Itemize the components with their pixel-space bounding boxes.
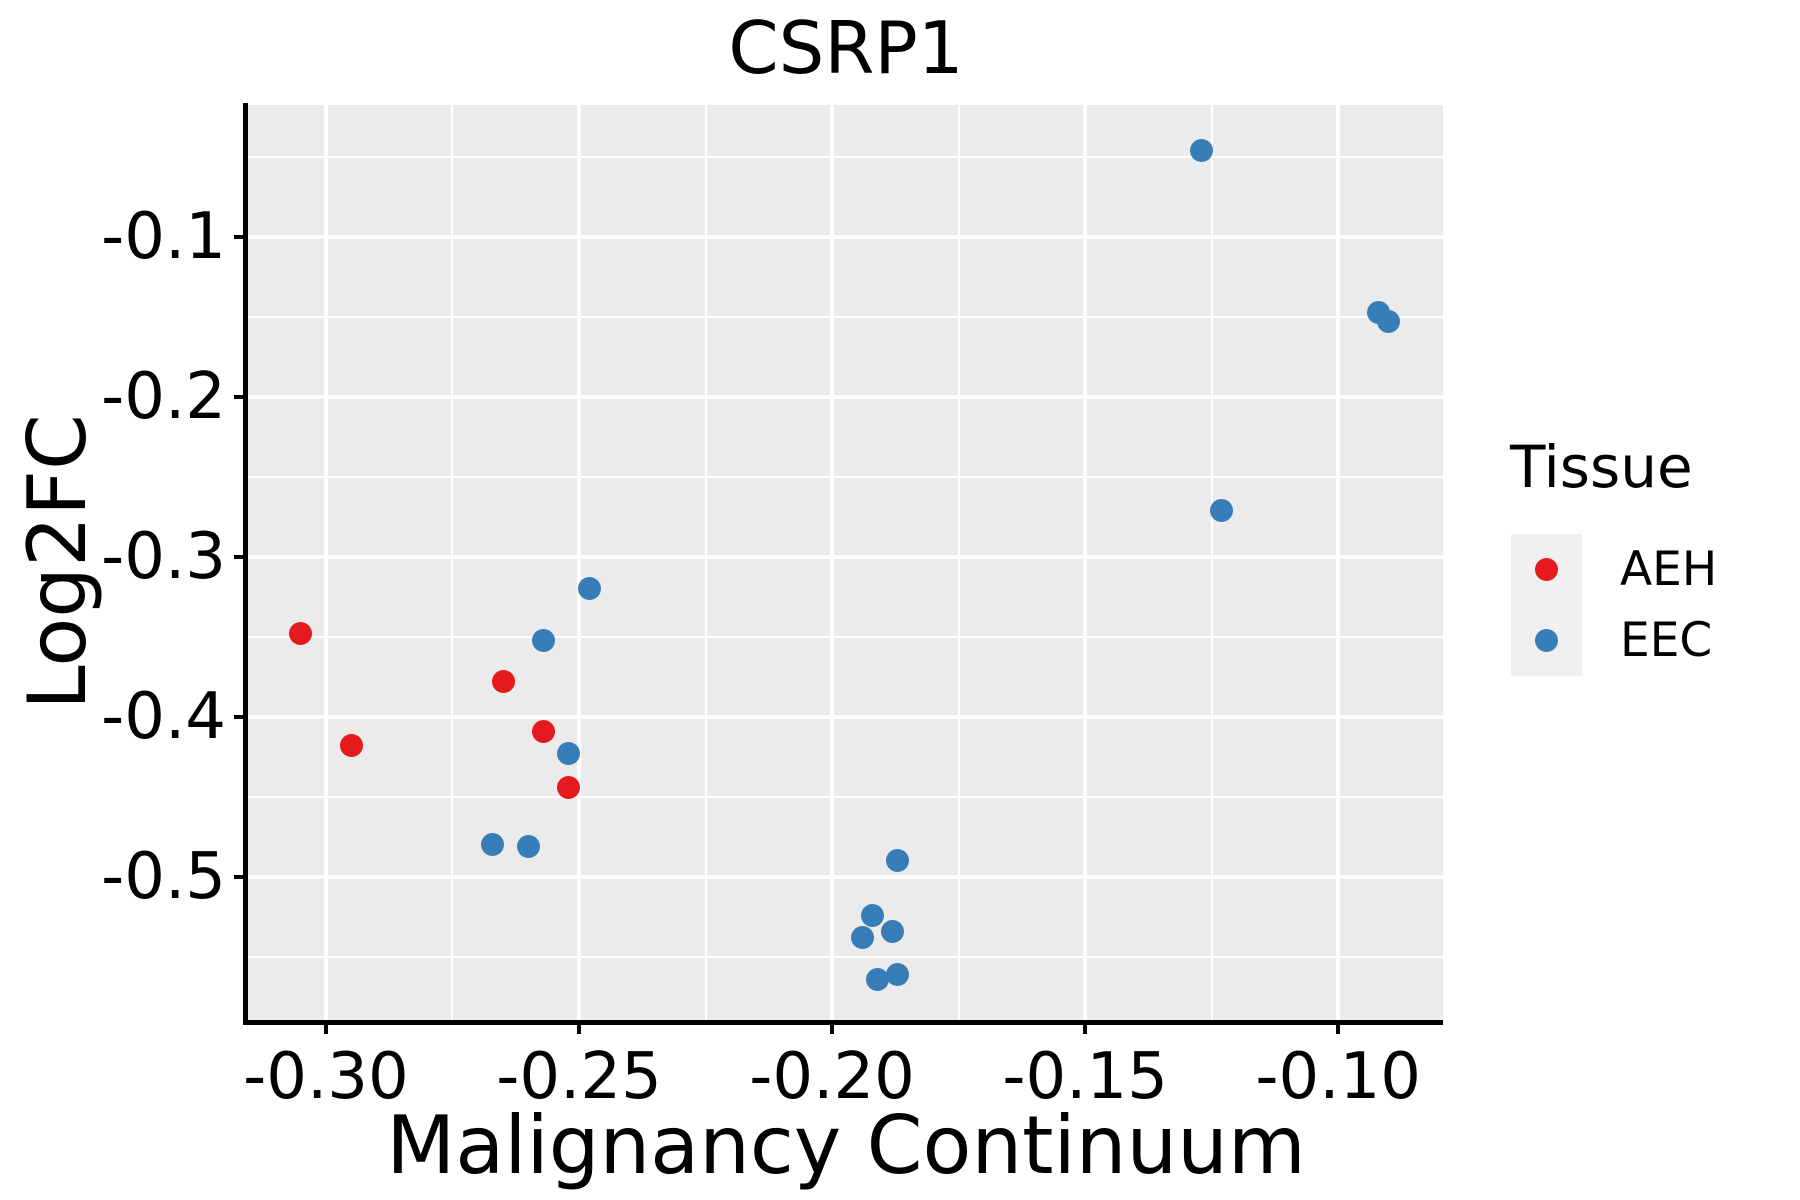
y-minor-gridline <box>248 955 1443 958</box>
legend-label-eec: EEC <box>1620 613 1713 668</box>
x-axis-line <box>243 1020 1443 1025</box>
x-minor-gridline <box>1210 105 1213 1020</box>
x-tick-mark <box>323 1020 328 1034</box>
x-major-gridline <box>830 105 835 1020</box>
x-tick-mark <box>577 1020 582 1034</box>
x-tick-label: -0.15 <box>1002 1040 1168 1114</box>
data-point-eec <box>861 903 885 927</box>
y-tick-mark <box>234 554 248 559</box>
y-tick-label: -0.1 <box>101 199 226 274</box>
legend: Tissue AEH EEC <box>1510 428 1790 676</box>
y-tick-label: -0.3 <box>101 519 226 594</box>
y-axis-title: Log2FC <box>11 414 104 710</box>
data-point-eec <box>516 835 540 859</box>
data-point-eec <box>866 967 890 991</box>
data-point-eec <box>850 926 874 950</box>
data-point-eec <box>532 628 556 652</box>
data-point-eec <box>1377 310 1401 334</box>
y-major-gridline <box>248 874 1443 879</box>
y-minor-gridline <box>248 155 1443 158</box>
legend-key-aeh <box>1511 534 1582 605</box>
y-tick-label: -0.4 <box>101 679 226 754</box>
x-tick-label: -0.20 <box>749 1040 915 1114</box>
legend-entry-eec: EEC <box>1510 605 1790 676</box>
data-point-eec <box>577 577 601 601</box>
eec-point-icon <box>1535 629 1558 652</box>
y-tick-mark <box>234 874 248 879</box>
y-tick-label: -0.2 <box>101 359 226 434</box>
x-tick-mark <box>1083 1020 1088 1034</box>
data-point-eec <box>881 919 905 943</box>
y-tick-mark <box>234 394 248 399</box>
legend-key-eec <box>1511 605 1582 676</box>
y-major-gridline <box>248 394 1443 399</box>
legend-label-aeh: AEH <box>1620 542 1718 597</box>
x-minor-gridline <box>704 105 707 1020</box>
y-tick-mark <box>234 234 248 239</box>
x-tick-label: -0.10 <box>1255 1040 1422 1114</box>
x-axis-title: Malignancy Continuum <box>386 1099 1306 1192</box>
x-tick-mark <box>830 1020 835 1034</box>
x-major-gridline <box>1336 105 1341 1020</box>
data-point-eec <box>1210 499 1234 523</box>
x-major-gridline <box>323 105 328 1020</box>
data-point-eec <box>886 849 910 873</box>
data-point-aeh <box>289 622 313 646</box>
y-major-gridline <box>248 234 1443 239</box>
y-minor-gridline <box>248 315 1443 318</box>
y-tick-label: -0.5 <box>101 839 226 914</box>
aeh-point-icon <box>1535 558 1558 581</box>
y-major-gridline <box>248 554 1443 559</box>
x-minor-gridline <box>451 105 454 1020</box>
data-point-eec <box>886 963 910 987</box>
x-major-gridline <box>1083 105 1088 1020</box>
plot-panel <box>248 105 1443 1020</box>
data-point-aeh <box>557 775 581 799</box>
legend-entry-aeh: AEH <box>1510 534 1790 605</box>
plot-title: CSRP1 <box>728 6 964 90</box>
x-tick-label: -0.30 <box>243 1040 409 1114</box>
x-minor-gridline <box>957 105 960 1020</box>
data-point-eec <box>1190 139 1214 163</box>
x-major-gridline <box>577 105 582 1020</box>
legend-title: Tissue <box>1510 433 1693 501</box>
data-point-aeh <box>532 719 556 743</box>
x-tick-mark <box>1336 1020 1341 1034</box>
data-point-aeh <box>339 734 363 758</box>
y-minor-gridline <box>248 475 1443 478</box>
y-major-gridline <box>248 714 1443 719</box>
data-point-eec <box>481 833 505 857</box>
data-point-aeh <box>491 670 515 694</box>
y-axis-line <box>243 103 248 1024</box>
data-point-eec <box>557 742 581 766</box>
y-minor-gridline <box>248 795 1443 798</box>
y-tick-mark <box>234 714 248 719</box>
y-minor-gridline <box>248 635 1443 638</box>
x-tick-label: -0.25 <box>496 1040 662 1114</box>
